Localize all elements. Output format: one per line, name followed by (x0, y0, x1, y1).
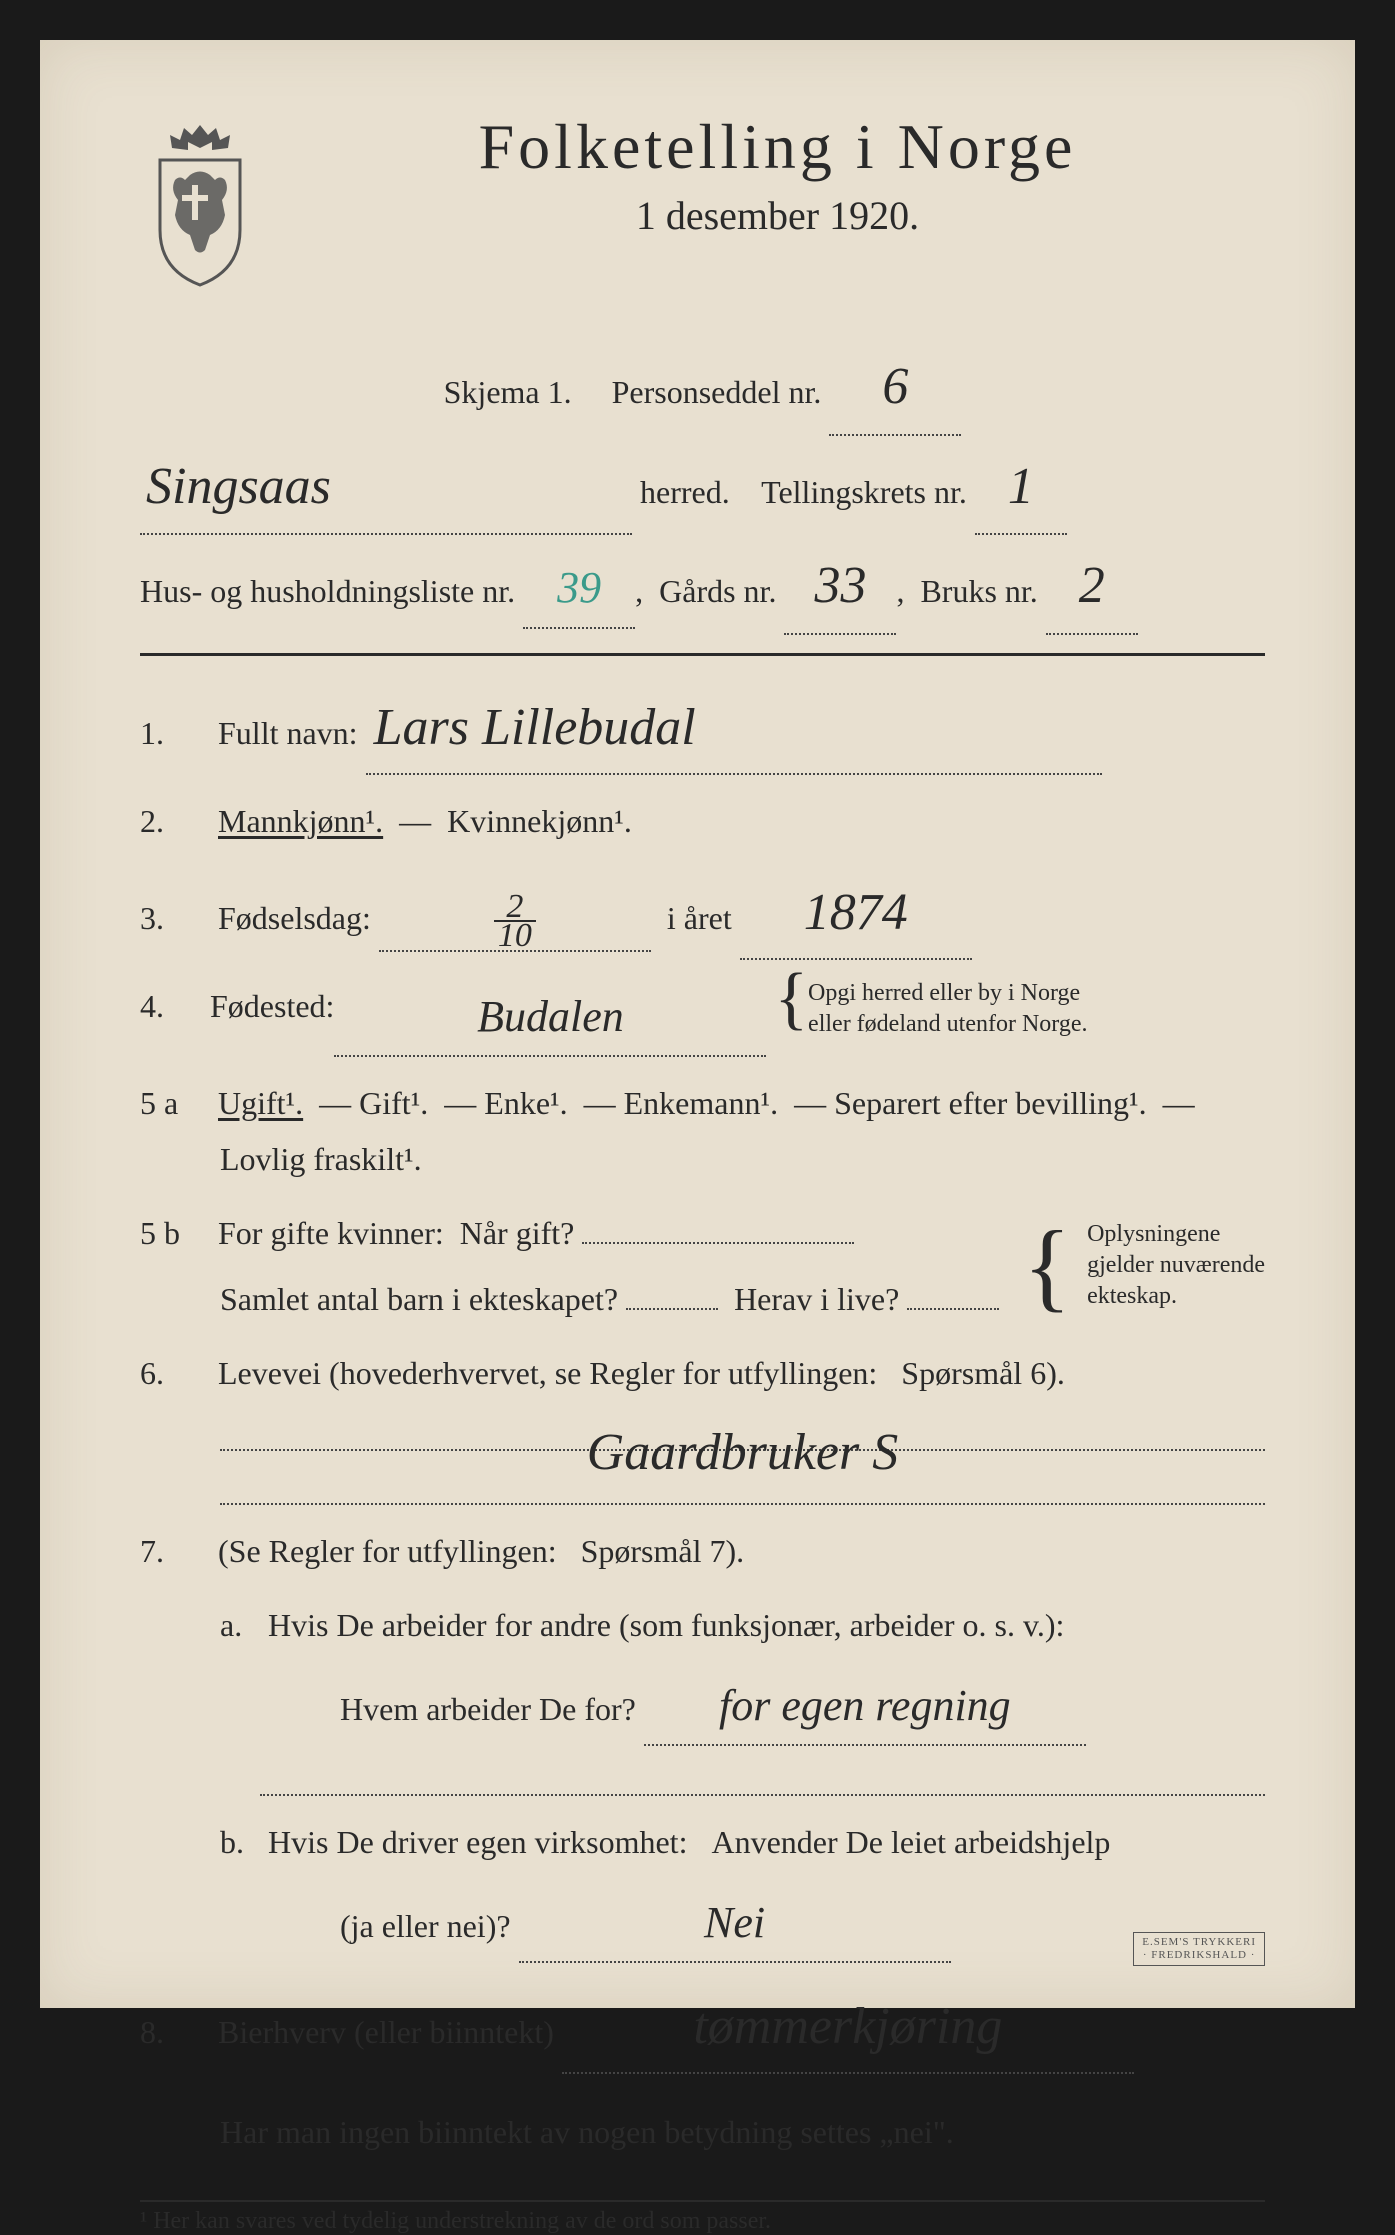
q5a-ugift: Ugift¹. (218, 1085, 303, 1121)
bruks-nr: 2 (1079, 557, 1105, 614)
q4-label: Fødested: (210, 978, 334, 1034)
q3: 3. Fødselsdag: 2 10 i året 1874 (140, 867, 1265, 960)
main-title: Folketelling i Norge (290, 110, 1265, 184)
q8-label: Bierhverv (eller biinntekt) (218, 2014, 554, 2050)
q7b-label: Hvis De driver egen virksomhet: (268, 1824, 687, 1860)
hus-nr: 39 (557, 563, 601, 612)
hus-line: Hus- og husholdningsliste nr. 39, Gårds … (140, 539, 1265, 635)
brace-icon: { (774, 978, 808, 1020)
coat-of-arms-icon (140, 120, 260, 290)
q6-label2: Spørsmål 6). (901, 1355, 1065, 1391)
q6-value: Gaardbruker S (587, 1424, 899, 1481)
footer-note: Har man ingen biinntekt av nogen betydni… (220, 2104, 1265, 2160)
q8-value: tømmerkjøring (693, 1998, 1002, 2055)
footnote: ¹ Her kan svares ved tydelig understrekn… (140, 2200, 1265, 2235)
herred-value: Singsaas (146, 458, 331, 515)
q5a-enkemann: Enkemann¹. (624, 1085, 778, 1121)
q3-label: Fødselsdag: (218, 900, 371, 936)
census-form-page: Folketelling i Norge 1 desember 1920. Sk… (40, 40, 1355, 2008)
personseddel-label: Personseddel nr. (612, 374, 822, 410)
divider (140, 653, 1265, 656)
q7-label2: Spørsmål 7). (581, 1533, 745, 1569)
q5b-label: For gifte kvinner: (218, 1215, 444, 1251)
q6-label: Levevei (hovederhvervet, se Regler for u… (218, 1355, 877, 1391)
q7a-q: Hvem arbeider De for? (340, 1691, 636, 1727)
schema-label: Skjema 1. (444, 374, 572, 410)
hus-label: Hus- og husholdningsliste nr. (140, 573, 515, 609)
printer-mark: E.SEM'S TRYKKERI · FREDRIKSHALD · (1133, 1932, 1265, 1966)
q7b-q: Anvender De leiet arbeidshjelp (711, 1824, 1110, 1860)
schema-line: Skjema 1. Personseddel nr. 6 (140, 340, 1265, 436)
q4: 4. Fødested: Budalen { Opgi herred eller… (140, 978, 1265, 1057)
q5a: 5 a Ugift¹. — Gift¹. — Enke¹. — Enkemann… (140, 1075, 1265, 1187)
subtitle: 1 desember 1920. (290, 192, 1265, 239)
q4-note: Opgi herred eller by i Norge eller fødel… (808, 978, 1087, 1040)
gards-label: Gårds nr. (659, 573, 776, 609)
brace-icon: { (1023, 1236, 1071, 1296)
q7a-label: Hvis De arbeider for andre (som funksjon… (268, 1607, 1064, 1643)
q5a-enke: Enke¹. (484, 1085, 567, 1121)
q1-value: Lars Lillebudal (374, 699, 696, 756)
q3-year: 1874 (804, 884, 908, 941)
q5b-note: Oplysningene gjelder nuværende ekteskap. (1087, 1219, 1265, 1313)
q2-kvinne: Kvinnekjønn¹. (447, 803, 632, 839)
q4-value: Budalen (477, 992, 624, 1041)
q5b-barn: Samlet antal barn i ekteskapet? (220, 1281, 618, 1317)
q6: 6. Levevei (hovederhvervet, se Regler fo… (140, 1345, 1265, 1505)
q5a-fraskilt: Lovlig fraskilt¹. (220, 1131, 1265, 1187)
tellingskrets-nr: 1 (1008, 458, 1034, 515)
q1-label: Fullt navn: (218, 715, 358, 751)
q2: 2. Mannkjønn¹. — Kvinnekjønn¹. (140, 793, 1265, 849)
q5a-gift: Gift¹. (359, 1085, 428, 1121)
q1: 1. Fullt navn: Lars Lillebudal (140, 682, 1265, 775)
q8: 8. Bierhverv (eller biinntekt) tømmerkjø… (140, 1981, 1265, 2074)
q3-date: 2 10 (494, 893, 536, 949)
q7b-q2: (ja eller nei)? (340, 1908, 511, 1944)
q5b-nargift: Når gift? (460, 1215, 575, 1251)
q7: 7. (Se Regler for utfyllingen: Spørsmål … (140, 1523, 1265, 1963)
herred-label: herred. (640, 474, 730, 510)
bruks-label: Bruks nr. (920, 573, 1037, 609)
q5a-separert: Separert efter bevilling¹. (834, 1085, 1147, 1121)
q7a-value: for egen regning (719, 1681, 1011, 1730)
title-block: Folketelling i Norge 1 desember 1920. (290, 110, 1265, 239)
gards-nr: 33 (814, 557, 866, 614)
q7b-value: Nei (704, 1898, 765, 1947)
q2-mann: Mannkjønn¹. (218, 803, 383, 839)
q5b-herav: Herav i live? (734, 1281, 899, 1317)
q5b: 5 b For gifte kvinner: Når gift? Samlet … (140, 1205, 1265, 1327)
q3-yearlabel: i året (667, 900, 732, 936)
tellingskrets-label: Tellingskrets nr. (761, 474, 967, 510)
header: Folketelling i Norge 1 desember 1920. (140, 110, 1265, 290)
herred-line: Singsaas herred. Tellingskrets nr. 1 (140, 440, 1265, 536)
q7-label: (Se Regler for utfyllingen: (218, 1533, 557, 1569)
personseddel-nr: 6 (882, 358, 908, 415)
